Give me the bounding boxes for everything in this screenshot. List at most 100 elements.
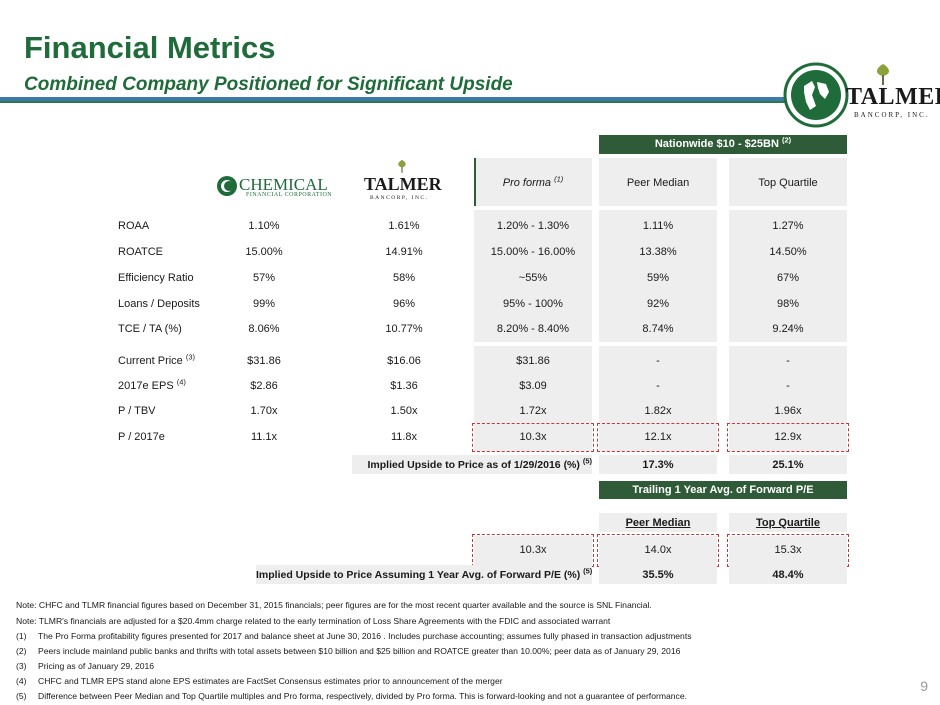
cell-talmer: 96%	[392, 298, 416, 310]
trailing-upside-peer: 35.5%	[642, 569, 674, 581]
top-col-bg-1	[729, 210, 847, 342]
footnote-5: (5) Difference between Peer Median and To…	[16, 691, 688, 701]
peer-col-bg-2	[599, 346, 717, 452]
row-label: P / 2017e	[118, 431, 165, 443]
cell-proforma: 1.20% - 1.30%	[496, 220, 570, 232]
top-quartile-header	[729, 158, 847, 206]
talmer-logo-column: TALMER BANCORP, INC.	[362, 158, 446, 206]
page-subtitle: Combined Company Positioned for Signific…	[24, 74, 513, 95]
implied-upside-peer-bg	[599, 455, 717, 474]
footnote-1: (1) The Pro Forma profitability figures p…	[16, 631, 692, 641]
footnote-4: (4) CHFC and TLMR EPS stand alone EPS est…	[16, 676, 503, 686]
trailing-upside-peer-bg	[599, 565, 717, 584]
row-label: 2017e EPS (4)	[118, 377, 186, 392]
cell-peer: 92%	[646, 298, 670, 310]
highlight-proforma-p2017e	[472, 423, 594, 452]
cell-talmer: 1.50x	[390, 405, 418, 417]
top-col-bg-2	[729, 346, 847, 452]
row-label: TCE / TA (%)	[118, 323, 182, 335]
trailing-peer: 14.0x	[644, 544, 672, 556]
peer-median-label: Peer Median	[626, 177, 690, 189]
trailing-top-quartile-label: Top Quartile	[756, 517, 820, 529]
chemical-emblem-icon	[217, 176, 237, 196]
trailing-top-bg	[729, 536, 847, 565]
trailing-header: Trailing 1 Year Avg. of Forward P/E	[599, 481, 847, 499]
cell-top: 98%	[776, 298, 800, 310]
cell-talmer: 58%	[392, 272, 416, 284]
implied-upside-label-bg	[352, 455, 592, 474]
footnote-note-2: Note: TLMR's financials are adjusted for…	[16, 616, 611, 626]
cell-peer: 13.38%	[639, 246, 677, 258]
row-label: Loans / Deposits	[118, 298, 200, 310]
row-label: Efficiency Ratio	[118, 272, 194, 284]
chemical-wordmark-sub: FINANCIAL CORPORATION	[246, 192, 333, 198]
cell-proforma: 8.20% - 8.40%	[496, 323, 570, 335]
cell-proforma: ~55%	[518, 272, 548, 284]
cell-chemical: 1.10%	[248, 220, 280, 232]
implied-upside-top: 25.1%	[772, 459, 804, 471]
implied-upside-top-bg	[729, 455, 847, 474]
cell-top: 12.9x	[774, 431, 802, 443]
cell-proforma: 10.3x	[519, 431, 547, 443]
cell-talmer: $16.06	[387, 355, 421, 367]
talmer-wordmark: TALMER	[846, 84, 940, 110]
talmer-tree-icon-small	[398, 159, 406, 173]
trailing-proforma-bg	[474, 536, 592, 565]
talmer-logo-header: TALMER BANCORP, INC.	[782, 62, 940, 128]
cell-proforma: $3.09	[519, 380, 547, 392]
cell-peer: 59%	[646, 272, 670, 284]
highlight-trailing-top	[727, 534, 849, 567]
trailing-upside-top: 48.4%	[772, 569, 804, 581]
highlight-top-p2017e	[727, 423, 849, 452]
page-title: Financial Metrics	[24, 30, 276, 65]
cell-chemical: 15.00%	[245, 246, 283, 258]
implied-upside-label: Implied Upside to Price as of 1/29/2016 …	[367, 456, 592, 471]
cell-top: -	[786, 355, 790, 367]
proforma-header	[474, 158, 592, 206]
trailing-peer-bg	[599, 536, 717, 565]
cell-peer: 1.11%	[642, 220, 674, 232]
row-label: P / TBV	[118, 405, 156, 417]
implied-upside-peer: 17.3%	[642, 459, 674, 471]
cell-talmer: 1.61%	[388, 220, 420, 232]
trailing-peer-header-bg	[599, 513, 717, 532]
chemical-wordmark: CHEMICAL	[239, 175, 328, 194]
peer-median-header	[599, 158, 717, 206]
cell-top: 1.27%	[772, 220, 804, 232]
footnote-3: (3) Pricing as of January 29, 2016	[16, 661, 155, 671]
michigan-seal-icon	[783, 62, 849, 128]
cell-talmer: 11.8x	[390, 431, 418, 443]
talmer-column-wordmark: TALMER	[364, 174, 442, 194]
nationwide-header: Nationwide $10 - $25BN (2)	[599, 135, 847, 154]
highlight-trailing-peer	[597, 534, 719, 567]
cell-peer: -	[656, 355, 660, 367]
cell-chemical: $31.86	[247, 355, 281, 367]
proforma-label: Pro forma (1)	[502, 174, 564, 189]
talmer-tree-icon	[876, 64, 890, 85]
trailing-top-header-bg	[729, 513, 847, 532]
highlight-trailing-proforma	[472, 534, 594, 567]
proforma-col-bg-2	[474, 346, 592, 452]
cell-chemical: 8.06%	[248, 323, 280, 335]
proforma-header-divider	[474, 158, 592, 206]
cell-peer: -	[656, 380, 660, 392]
cell-proforma: 15.00% - 16.00%	[490, 246, 576, 258]
cell-chemical: $2.86	[250, 380, 278, 392]
cell-top: 1.96x	[774, 405, 802, 417]
title-rule-accent	[0, 101, 790, 103]
cell-top: -	[786, 380, 790, 392]
talmer-wordmark-sub: BANCORP, INC.	[854, 111, 930, 119]
trailing-top: 15.3x	[774, 544, 802, 556]
row-label: Current Price (3)	[118, 352, 196, 367]
highlight-peer-p2017e	[597, 423, 719, 452]
cell-peer: 1.82x	[644, 405, 672, 417]
trailing-upside-top-bg	[729, 565, 847, 584]
trailing-upside-label-bg	[256, 565, 592, 584]
cell-peer: 12.1x	[644, 431, 672, 443]
cell-chemical: 57%	[252, 272, 276, 284]
cell-top: 9.24%	[772, 323, 804, 335]
cell-top: 67%	[776, 272, 800, 284]
cell-chemical: 11.1x	[250, 431, 278, 443]
top-quartile-label: Top Quartile	[758, 177, 818, 189]
proforma-col-bg-1	[474, 210, 592, 342]
